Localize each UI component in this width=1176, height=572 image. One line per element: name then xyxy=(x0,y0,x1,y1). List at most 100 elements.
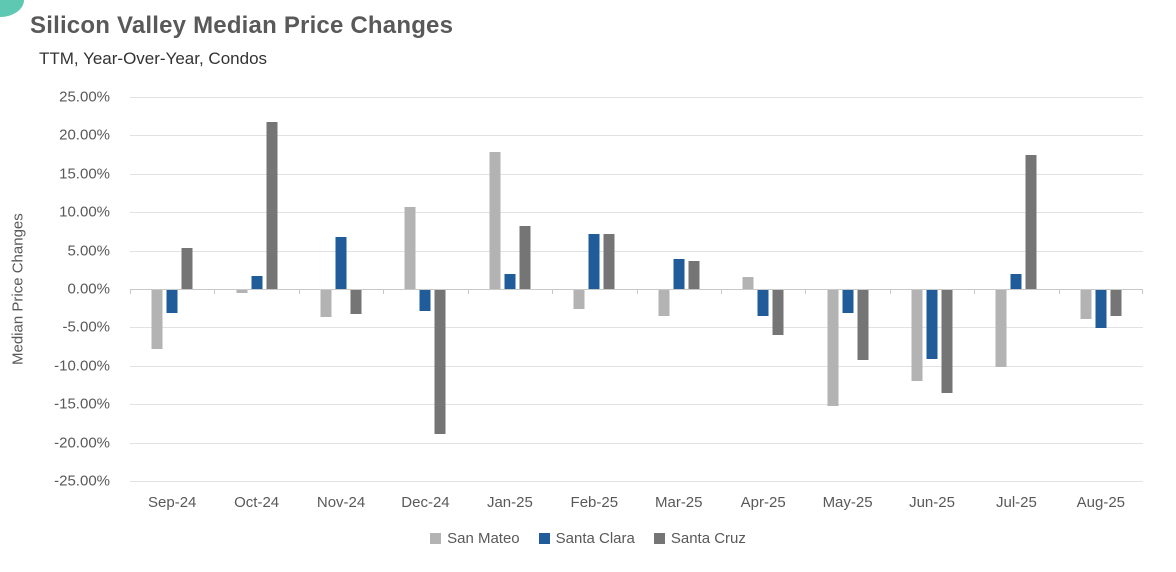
axis-tick xyxy=(552,289,554,294)
bar-santa-cruz xyxy=(772,290,784,335)
y-axis-tick-labels: 25.00% 20.00% 15.00% 10.00% 5.00% 0.00% -5.00%… xyxy=(0,89,110,490)
category-group-jun-25: Jun-25 xyxy=(890,97,974,511)
x-axis-label: Jan-25 xyxy=(486,494,533,511)
bar-cluster xyxy=(995,97,1037,481)
axis-tick xyxy=(636,289,638,294)
axis-tick xyxy=(1058,289,1060,294)
axis-tick xyxy=(130,289,131,294)
axis-tick xyxy=(805,289,807,294)
legend-label: Santa Cruz xyxy=(670,530,746,547)
x-axis-label: Sep-24 xyxy=(148,494,197,511)
bar-santa-clara xyxy=(757,290,769,317)
category-row: Sep-24 Oct-24 Nov-24 Dec-24 Jan-25 Feb-25 Mar-… xyxy=(130,97,1143,511)
chart-title: Silicon Valley Median Price Changes xyxy=(30,12,454,39)
legend-label: San Mateo xyxy=(447,530,520,547)
bar-santa-cruz xyxy=(941,290,953,393)
corner-accent xyxy=(0,0,24,17)
bar-cluster xyxy=(1080,97,1122,481)
y-tick-label: 0.00% xyxy=(67,280,110,298)
bar-san-mateo xyxy=(658,290,670,317)
bar-santa-clara xyxy=(588,234,600,289)
bar-cluster xyxy=(658,97,700,481)
category-group-jan-25: Jan-25 xyxy=(468,97,552,511)
bar-san-mateo xyxy=(827,290,839,406)
bar-santa-cruz xyxy=(519,226,531,289)
bar-santa-cruz xyxy=(181,247,193,289)
bar-cluster xyxy=(404,97,446,481)
bar-santa-cruz xyxy=(688,261,700,289)
y-tick-label: -10.00% xyxy=(54,357,110,375)
bar-cluster xyxy=(236,97,278,481)
gridline xyxy=(130,404,1143,406)
category-group-jul-25: Jul-25 xyxy=(974,97,1058,511)
bar-santa-cruz xyxy=(1110,290,1122,317)
x-axis-label: Apr-25 xyxy=(740,494,786,511)
bar-san-mateo xyxy=(320,290,332,317)
y-tick-label: 25.00% xyxy=(59,88,110,106)
bar-santa-cruz xyxy=(1025,155,1037,289)
bar-santa-cruz xyxy=(857,290,869,360)
x-axis-label: Jun-25 xyxy=(909,494,955,511)
bar-cluster xyxy=(151,97,193,481)
category-group-aug-25: Aug-25 xyxy=(1059,97,1143,511)
legend-marker-san-mateo xyxy=(430,533,442,544)
gridline xyxy=(130,481,1143,482)
x-axis-label: Nov-24 xyxy=(316,494,366,511)
category-group-mar-25: Mar-25 xyxy=(637,97,721,511)
x-axis-label: Mar-25 xyxy=(654,494,703,511)
bar-cluster xyxy=(827,97,869,481)
bar-santa-clara xyxy=(673,259,685,289)
bar-san-mateo xyxy=(489,152,501,289)
bar-santa-clara xyxy=(504,273,516,289)
gridline xyxy=(130,250,1143,252)
axis-tick xyxy=(974,289,976,294)
bar-santa-cruz xyxy=(350,290,362,314)
bar-santa-clara xyxy=(1010,273,1022,289)
bar-santa-clara xyxy=(1095,290,1107,329)
bar-san-mateo xyxy=(236,290,248,294)
chart-subtitle: TTM, Year-Over-Year, Condos xyxy=(39,49,268,68)
bar-san-mateo xyxy=(404,206,416,289)
legend: San Mateo Santa Clara Santa Cruz xyxy=(0,530,1176,547)
bar-santa-cruz xyxy=(434,290,446,435)
y-tick-label: 20.00% xyxy=(59,126,110,144)
bar-san-mateo xyxy=(1080,290,1092,320)
y-tick-label: -15.00% xyxy=(54,395,110,413)
gridline xyxy=(130,212,1143,214)
gridline xyxy=(130,173,1143,175)
legend-item-san-mateo: San Mateo xyxy=(430,530,520,547)
bar-santa-cruz xyxy=(266,122,278,289)
bar-santa-clara xyxy=(335,236,347,289)
category-group-apr-25: Apr-25 xyxy=(721,97,805,511)
category-group-feb-25: Feb-25 xyxy=(552,97,636,511)
x-axis-label: Oct-24 xyxy=(234,494,280,511)
bar-santa-cruz xyxy=(603,233,615,289)
gridline xyxy=(130,327,1143,329)
axis-tick xyxy=(383,289,385,294)
legend-item-santa-cruz: Santa Cruz xyxy=(653,530,746,547)
bar-cluster xyxy=(573,97,615,481)
category-group-may-25: May-25 xyxy=(805,97,889,511)
axis-tick xyxy=(214,289,216,294)
x-axis-label: Aug-25 xyxy=(1076,494,1126,511)
axis-tick xyxy=(889,289,891,294)
gridline xyxy=(130,97,1143,98)
axis-tick xyxy=(720,289,722,294)
y-tick-label: -25.00% xyxy=(54,472,110,490)
category-group-dec-24: Dec-24 xyxy=(383,97,467,511)
bar-santa-clara xyxy=(251,275,263,289)
x-axis-label: Feb-25 xyxy=(570,494,619,511)
bar-san-mateo xyxy=(742,277,754,289)
y-tick-label: 15.00% xyxy=(59,165,110,183)
bar-santa-clara xyxy=(842,290,854,314)
y-tick-label: -20.00% xyxy=(54,434,110,452)
axis-tick xyxy=(298,289,300,294)
bar-san-mateo xyxy=(995,290,1007,367)
bar-san-mateo xyxy=(911,290,923,381)
bar-cluster xyxy=(911,97,953,481)
category-group-sep-24: Sep-24 xyxy=(130,97,214,511)
category-group-oct-24: Oct-24 xyxy=(214,97,298,511)
x-axis-label: May-25 xyxy=(822,494,873,511)
y-tick-label: 10.00% xyxy=(59,203,110,221)
